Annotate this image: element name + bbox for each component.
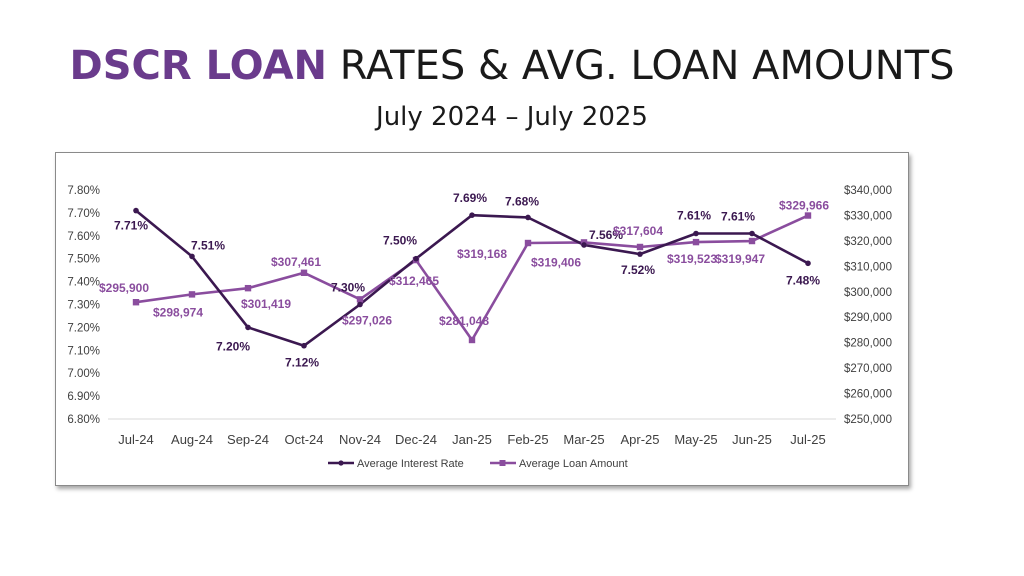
loan-amount-marker: [356, 296, 364, 303]
loan-amount-data-label: $319,406: [531, 255, 581, 269]
y-right-tick-label: $270,000: [844, 363, 892, 375]
loan-amount-marker: [300, 269, 308, 276]
loan-amount-data-label: $317,604: [613, 224, 663, 238]
x-tick-label: Jan-25: [452, 432, 492, 447]
y-left-tick-label: 7.40%: [67, 277, 100, 289]
y-right-tick-label: $320,000: [844, 236, 892, 248]
y-left-tick-label: 7.20%: [67, 322, 100, 334]
loan-amount-data-label: $319,168: [457, 247, 507, 261]
interest-rate-data-label: 7.12%: [285, 356, 319, 370]
interest-rate-marker: [357, 301, 363, 308]
line-chart: 7.80% 7.70% 7.60% 7.50% 7.40% 7.30% 7.20% 7.10%…: [67, 185, 892, 470]
page-subtitle: July 2024 – July 2025: [376, 102, 648, 132]
loan-amount-data-label: $319,947: [715, 252, 765, 266]
interest-rate-marker: [693, 230, 699, 237]
interest-rate-marker: [189, 253, 195, 260]
loan-amount-data-label: $319,523: [667, 252, 717, 266]
y-left-tick-label: 7.50%: [67, 254, 100, 266]
legend-marker-loan-amount: [499, 460, 506, 466]
title-rest: RATES & AVG. LOAN AMOUNTS: [339, 43, 955, 89]
interest-rate-data-label: 7.52%: [621, 263, 655, 277]
y-left-tick-label: 7.60%: [67, 231, 100, 243]
loan-amount-marker: [132, 299, 140, 306]
y-right-tick-label: $280,000: [844, 338, 892, 350]
loan-amount-data-label: $281,048: [439, 314, 489, 328]
interest-rate-marker: [637, 251, 643, 257]
loan-amount-marker: [748, 237, 756, 245]
x-tick-label: Jun-25: [732, 432, 772, 447]
interest-rate-marker: [749, 230, 755, 237]
y-right-tick-label: $340,000: [844, 185, 892, 197]
x-tick-label: Nov-24: [339, 432, 381, 447]
x-tick-label: Apr-25: [620, 432, 659, 447]
interest-rate-data-label: 7.50%: [383, 234, 417, 248]
interest-rate-marker: [581, 242, 587, 248]
y-left-tick-label: 7.70%: [67, 208, 100, 220]
interest-rate-data-label: 7.61%: [721, 210, 755, 224]
loan-amount-data-label: $312,465: [389, 274, 439, 288]
loan-amount-data-label: $329,966: [779, 199, 829, 213]
interest-rate-data-label: 7.48%: [786, 273, 820, 287]
interest-rate-data-label: 7.69%: [453, 191, 487, 205]
x-tick-label: Jul-25: [790, 432, 825, 447]
loan-amount-data-label: $297,026: [342, 313, 392, 327]
y-left-tick-label: 6.90%: [67, 391, 100, 403]
interest-rate-marker: [133, 207, 139, 214]
x-tick-label: May-25: [674, 432, 717, 447]
legend-marker-interest-rate: [338, 460, 344, 466]
loan-amount-marker: [692, 238, 700, 246]
legend-label-loan-amount: Average Loan Amount: [519, 458, 628, 470]
y-right-tick-label: $260,000: [844, 389, 892, 401]
page-title: DSCR LOAN RATES & AVG. LOAN AMOUNTS: [0, 40, 1024, 92]
loan-amount-data-label: $295,900: [99, 281, 149, 295]
x-tick-label: Dec-24: [395, 432, 437, 447]
loan-amount-marker: [244, 284, 252, 292]
chart-frame: 7.80% 7.70% 7.60% 7.50% 7.40% 7.30% 7.20% 7.10%…: [55, 152, 909, 486]
x-tick-label: Feb-25: [507, 432, 548, 447]
interest-rate-marker: [525, 214, 531, 221]
y-right-tick-label: $330,000: [844, 210, 892, 222]
x-tick-label: Jul-24: [118, 432, 153, 447]
interest-rate-marker: [301, 342, 307, 349]
loan-amount-marker: [188, 291, 196, 298]
interest-rate-data-label: 7.56%: [589, 228, 623, 242]
loan-amount-marker: [804, 212, 812, 219]
y-left-tick-label: 6.80%: [67, 414, 100, 426]
x-tick-label: Sep-24: [227, 432, 269, 447]
y-right-tick-label: $250,000: [844, 414, 892, 426]
loan-amount-data-label: $301,419: [241, 297, 291, 311]
x-tick-label: Aug-24: [171, 432, 213, 447]
legend-label-interest-rate: Average Interest Rate: [357, 458, 464, 470]
y-right-tick-label: $300,000: [844, 287, 892, 299]
interest-rate-marker: [469, 212, 475, 218]
loan-amount-marker: [636, 243, 644, 251]
loan-amount-marker: [468, 336, 476, 344]
interest-rate-marker: [245, 324, 251, 331]
y-right-tick-label: $310,000: [844, 261, 892, 273]
interest-rate-data-label: 7.51%: [191, 238, 225, 252]
interest-rate-data-label: 7.30%: [331, 281, 365, 295]
loan-amount-data-label: $307,461: [271, 255, 321, 269]
y-right-tick-label: $290,000: [844, 312, 892, 324]
interest-rate-data-label: 7.20%: [216, 339, 250, 353]
loan-amount-marker: [524, 239, 532, 247]
x-tick-label: Oct-24: [284, 432, 323, 447]
interest-rate-marker: [413, 255, 419, 262]
y-left-tick-label: 7.00%: [67, 368, 100, 380]
title-accent: DSCR LOAN: [69, 43, 328, 89]
interest-rate-data-label: 7.68%: [505, 194, 539, 208]
interest-rate-data-label: 7.71%: [114, 219, 148, 233]
y-left-tick-label: 7.30%: [67, 300, 100, 312]
y-left-tick-label: 7.80%: [67, 185, 100, 197]
interest-rate-data-label: 7.61%: [677, 209, 711, 223]
loan-amount-data-label: $298,974: [153, 305, 203, 319]
x-tick-label: Mar-25: [563, 432, 604, 447]
interest-rate-marker: [805, 260, 811, 267]
y-left-tick-label: 7.10%: [67, 345, 100, 357]
